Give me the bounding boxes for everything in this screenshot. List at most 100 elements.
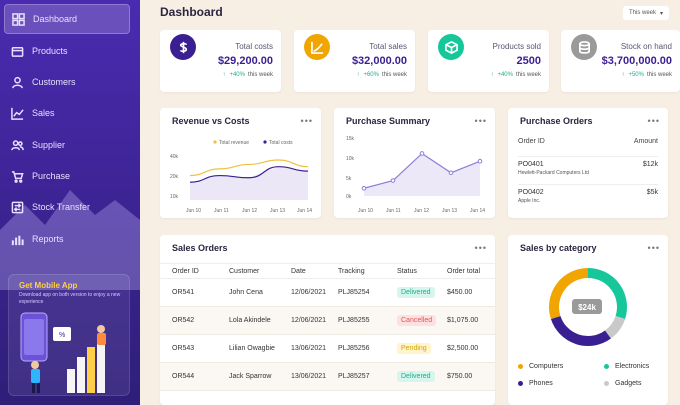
more-options-icon[interactable]: ••• — [474, 243, 487, 253]
sidebar-item-label: Products — [32, 46, 68, 56]
purchase-summary-chart: 15k 10k 5k 0k Jun 10 Jun 11 Jun 12 Jun 1… — [346, 136, 485, 214]
legend-label: Electronics — [615, 363, 650, 370]
sidebar-item-label: Dashboard — [33, 14, 78, 24]
table-row[interactable]: OR542 Lola Akindele 12/06/2021 PLJ85255 … — [160, 307, 495, 335]
donut-slice-phones — [550, 315, 611, 346]
legend-label: Computers — [529, 363, 564, 370]
sales-by-category-card: Sales by category ••• $24k Computers Ele… — [508, 235, 668, 405]
sidebar-item-dashboard[interactable]: Dashboard — [4, 4, 130, 34]
x-tick: Jun 11 — [214, 208, 229, 214]
kpi-delta: ↑ +40% this week — [222, 72, 273, 78]
sidebar-item-stock-transfer[interactable]: Stock Transfer — [4, 192, 130, 222]
cell-order-id: OR541 — [172, 289, 195, 296]
donut-slice-gadgets — [604, 315, 626, 339]
kpi-card-stock-on-hand[interactable]: Stock on hand $3,700,000.00 ↑ +50% this we… — [561, 30, 680, 92]
chart-icon — [10, 106, 24, 120]
column-header: Tracking — [338, 268, 365, 275]
mountain-background-image — [0, 190, 140, 290]
cell-date: 12/06/2021 — [291, 289, 327, 296]
kpi-delta-percent: +40% — [229, 72, 245, 78]
sidebar-item-products[interactable]: Products — [4, 36, 130, 66]
cell-date: 12/06/2021 — [291, 317, 327, 324]
cell-date: 13/06/2021 — [291, 345, 327, 352]
more-options-icon[interactable]: ••• — [647, 243, 660, 253]
series-group — [189, 159, 309, 200]
table-row[interactable]: OR543 Lilian Owagbie 13/06/2021 PLJ85256… — [160, 335, 495, 363]
center-value-bubble — [572, 299, 602, 314]
kpi-card-total-sales[interactable]: Total sales $32,000.00 ↑ +60% this week — [294, 30, 415, 92]
y-tick: 0k — [346, 194, 352, 200]
page-title: Dashboard — [160, 5, 223, 19]
cell-customer: Lola Akindele — [229, 317, 271, 324]
po-company: Apple Inc. — [518, 198, 541, 204]
purchase-point — [361, 185, 367, 191]
po-id: PO0401 — [518, 161, 544, 168]
kpi-delta: ↑ +40% this week — [490, 72, 541, 78]
kpi-delta-percent: +50% — [628, 72, 644, 78]
box-icon — [10, 44, 24, 58]
center-value: $24k — [578, 303, 596, 312]
donut-slice-electronics — [587, 268, 627, 320]
legend-label: Phones — [529, 380, 553, 387]
week-select-value: This week — [629, 10, 657, 16]
column-header: Order total — [447, 268, 481, 275]
cell-customer: John Cena — [229, 289, 263, 296]
x-tick: Jun 10 — [358, 208, 373, 214]
legend-revenue-marker — [213, 140, 217, 144]
users-icon — [10, 138, 24, 152]
card-title: Sales by category — [520, 243, 597, 253]
kpi-period: this week — [515, 72, 541, 78]
sidebar-item-customers[interactable]: Customers — [4, 67, 130, 97]
week-select[interactable]: This week ▾ — [623, 6, 669, 20]
x-tick: Jun 13 — [442, 208, 457, 214]
database-icon — [571, 34, 597, 60]
more-options-icon[interactable]: ••• — [647, 116, 660, 126]
purchase-point — [477, 158, 483, 164]
purchase-point — [419, 151, 425, 156]
growth-chart-icon — [304, 34, 330, 60]
mobile-app-promo[interactable]: Get Mobile App Download app on both vers… — [8, 274, 130, 396]
cart-icon — [10, 169, 24, 183]
column-amount: Amount — [633, 138, 658, 145]
table-row[interactable]: OR544 Jack Sparrow 13/06/2021 PLJ85257 D… — [160, 363, 495, 391]
cell-order-total: $450.00 — [447, 289, 473, 296]
sidebar-item-sales[interactable]: Sales — [4, 98, 130, 128]
sidebar-item-reports[interactable]: Reports — [4, 224, 130, 254]
costs-line — [189, 166, 309, 183]
po-amount: $5k — [646, 189, 658, 196]
more-options-icon[interactable]: ••• — [474, 116, 487, 126]
kpi-delta: ↑ +60% this week — [356, 72, 407, 78]
costs-area — [190, 166, 308, 200]
y-tick: 15k — [346, 136, 355, 142]
donut-slice-computers — [549, 268, 589, 320]
cell-order-id: OR544 — [172, 373, 195, 380]
arrow-up-icon: ↑ — [621, 72, 625, 78]
status-badge: Cancelled — [397, 315, 437, 326]
revenue-line — [189, 159, 309, 177]
revenue-vs-costs-card: Revenue vs Costs ••• Total revenue Total… — [160, 108, 321, 218]
status-badge: Delivered — [397, 287, 435, 298]
card-title: Purchase Orders — [520, 116, 593, 126]
x-tick: Jun 14 — [297, 208, 312, 214]
sidebar-item-label: Purchase — [32, 171, 71, 181]
arrow-up-icon: ↑ — [222, 72, 226, 78]
sidebar-item-purchase[interactable]: Purchase — [4, 161, 130, 191]
kpi-period: this week — [247, 72, 273, 78]
list-item[interactable]: PO0401 Hewlett-Packard Computers Ltd $12… — [518, 156, 658, 180]
table-row[interactable]: OR541 John Cena 12/06/2021 PLJ85254 Deli… — [160, 279, 495, 307]
y-tick: 40k — [170, 154, 179, 160]
kpi-card-total-costs[interactable]: Total costs $29,200.00 ↑ +40% this week — [160, 30, 281, 92]
list-item[interactable]: PO0402 Apple Inc. $5k — [518, 184, 658, 208]
kpi-period: this week — [646, 72, 672, 78]
promo-title: Get Mobile App — [19, 281, 78, 290]
sidebar-item-supplier[interactable]: Supplier — [4, 130, 130, 160]
purchase-summary-card: Purchase Summary ••• 15k 10k 5k 0k Jun 1… — [334, 108, 495, 218]
arrow-up-icon: ↑ — [490, 72, 494, 78]
kpi-card-products-sold[interactable]: Products sold 2500 ↑ +40% this week — [428, 30, 549, 92]
user-icon — [10, 75, 24, 89]
kpi-delta-percent: +40% — [497, 72, 513, 78]
main-content: Dashboard This week ▾ Total costs $29,20… — [140, 0, 680, 405]
more-options-icon[interactable]: ••• — [300, 116, 313, 126]
x-tick: Jun 14 — [470, 208, 485, 214]
po-amount: $12k — [642, 161, 658, 168]
